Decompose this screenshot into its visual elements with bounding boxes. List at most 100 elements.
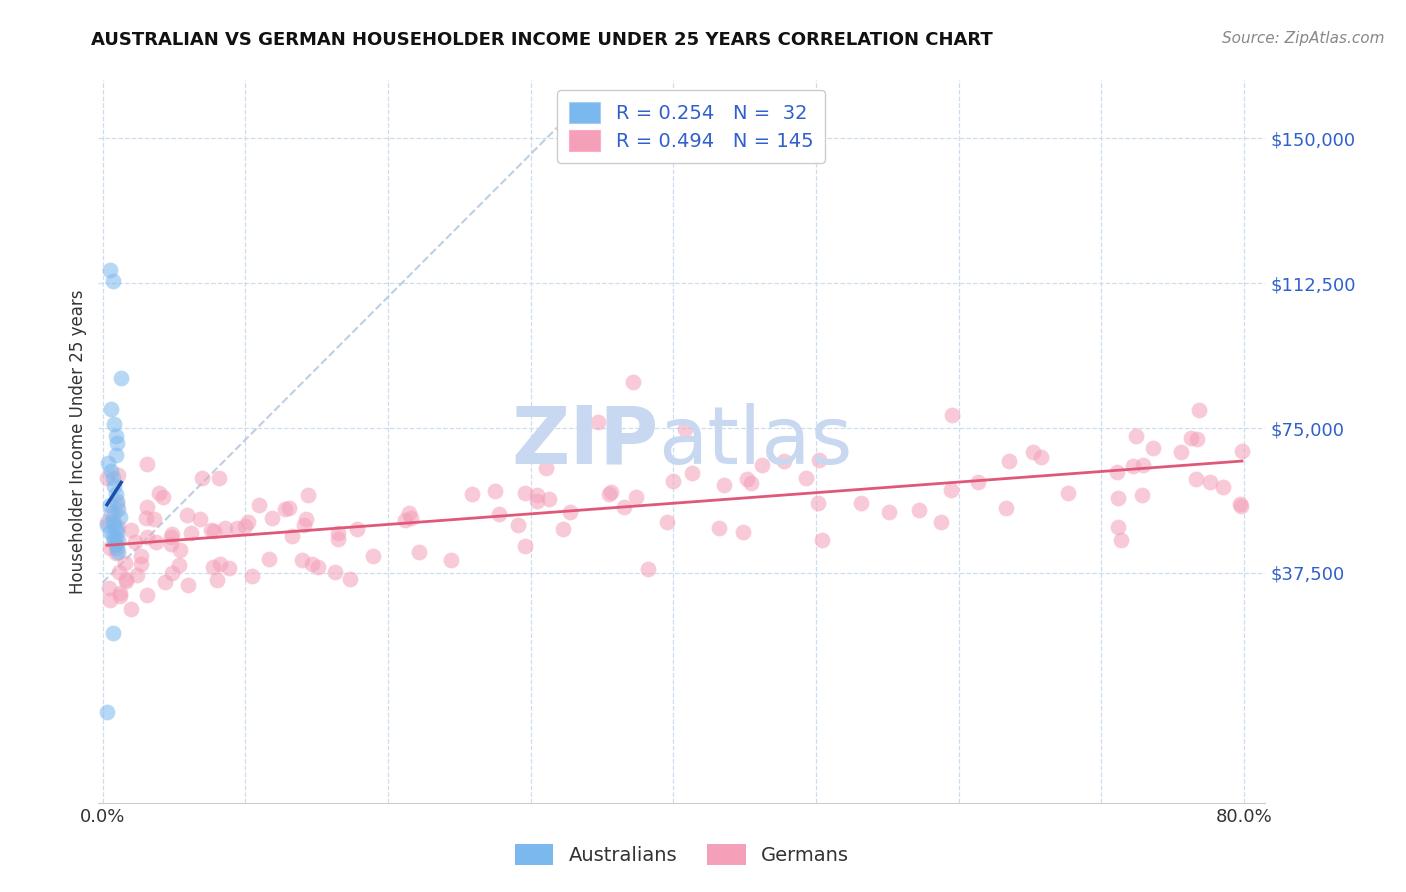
Point bbox=[124, 535, 146, 549]
Point bbox=[637, 562, 659, 576]
Point bbox=[558, 505, 581, 519]
Point bbox=[794, 471, 817, 485]
Point bbox=[551, 522, 574, 536]
Point bbox=[929, 515, 952, 529]
Point bbox=[751, 458, 773, 472]
Point bbox=[301, 558, 323, 572]
Point bbox=[657, 516, 679, 530]
Point bbox=[513, 539, 536, 553]
Point bbox=[98, 498, 121, 512]
Point bbox=[114, 574, 136, 588]
Point bbox=[291, 553, 314, 567]
Point bbox=[849, 496, 872, 510]
Point bbox=[394, 513, 416, 527]
Point bbox=[125, 568, 148, 582]
Point bbox=[135, 457, 157, 471]
Point bbox=[104, 538, 127, 552]
Point bbox=[624, 490, 647, 504]
Point bbox=[98, 541, 121, 556]
Point bbox=[281, 529, 304, 543]
Legend: Australians, Germans: Australians, Germans bbox=[506, 836, 858, 872]
Point bbox=[1125, 429, 1147, 443]
Point bbox=[740, 476, 762, 491]
Point bbox=[136, 589, 159, 603]
Point bbox=[105, 494, 128, 508]
Point bbox=[662, 474, 685, 488]
Point bbox=[879, 505, 901, 519]
Point bbox=[526, 493, 548, 508]
Point bbox=[209, 557, 232, 571]
Point bbox=[135, 511, 157, 525]
Point bbox=[1122, 459, 1144, 474]
Point bbox=[907, 502, 929, 516]
Point bbox=[167, 558, 190, 572]
Point bbox=[273, 501, 295, 516]
Text: ZIP: ZIP bbox=[512, 402, 658, 481]
Point bbox=[101, 471, 124, 485]
Point bbox=[214, 521, 236, 535]
Point bbox=[96, 471, 118, 485]
Point bbox=[107, 544, 129, 558]
Point bbox=[180, 526, 202, 541]
Point bbox=[105, 525, 128, 540]
Point bbox=[1105, 465, 1128, 479]
Point bbox=[143, 512, 166, 526]
Point bbox=[1107, 491, 1129, 505]
Point bbox=[100, 401, 122, 416]
Point bbox=[1057, 485, 1080, 500]
Point bbox=[588, 415, 610, 429]
Point bbox=[598, 487, 620, 501]
Point bbox=[1212, 480, 1234, 494]
Point bbox=[508, 517, 530, 532]
Point bbox=[159, 537, 181, 551]
Point bbox=[98, 593, 121, 607]
Point bbox=[1198, 475, 1220, 490]
Point bbox=[169, 543, 191, 558]
Point bbox=[98, 262, 121, 277]
Point bbox=[1142, 442, 1164, 456]
Point bbox=[105, 497, 128, 511]
Point bbox=[218, 560, 240, 574]
Point bbox=[408, 545, 430, 559]
Point bbox=[104, 537, 127, 551]
Point bbox=[129, 549, 152, 563]
Y-axis label: Householder Income Under 25 years: Householder Income Under 25 years bbox=[69, 289, 87, 594]
Point bbox=[100, 506, 122, 520]
Point bbox=[1031, 450, 1053, 464]
Point bbox=[114, 556, 136, 570]
Point bbox=[297, 488, 319, 502]
Point bbox=[200, 523, 222, 537]
Point bbox=[202, 524, 225, 538]
Point bbox=[159, 530, 181, 544]
Point bbox=[105, 541, 128, 555]
Point bbox=[107, 502, 129, 516]
Point bbox=[399, 511, 422, 525]
Point bbox=[1170, 445, 1192, 459]
Point bbox=[190, 512, 212, 526]
Point bbox=[995, 500, 1018, 515]
Point bbox=[998, 453, 1021, 467]
Point bbox=[108, 509, 131, 524]
Point bbox=[807, 496, 830, 510]
Point bbox=[1180, 431, 1202, 445]
Point bbox=[115, 572, 138, 586]
Point bbox=[939, 483, 962, 497]
Text: AUSTRALIAN VS GERMAN HOUSEHOLDER INCOME UNDER 25 YEARS CORRELATION CHART: AUSTRALIAN VS GERMAN HOUSEHOLDER INCOME … bbox=[91, 31, 993, 49]
Point bbox=[131, 557, 153, 571]
Point bbox=[307, 560, 329, 574]
Point bbox=[398, 506, 420, 520]
Point bbox=[1229, 497, 1251, 511]
Point bbox=[107, 520, 129, 534]
Text: Source: ZipAtlas.com: Source: ZipAtlas.com bbox=[1222, 31, 1385, 46]
Point bbox=[538, 492, 561, 507]
Point bbox=[613, 500, 636, 514]
Point bbox=[97, 456, 120, 470]
Point bbox=[160, 566, 183, 580]
Point bbox=[104, 521, 127, 535]
Point bbox=[153, 574, 176, 589]
Point bbox=[201, 559, 224, 574]
Point bbox=[1187, 402, 1209, 417]
Point bbox=[731, 524, 754, 539]
Point bbox=[735, 472, 758, 486]
Point bbox=[108, 566, 131, 580]
